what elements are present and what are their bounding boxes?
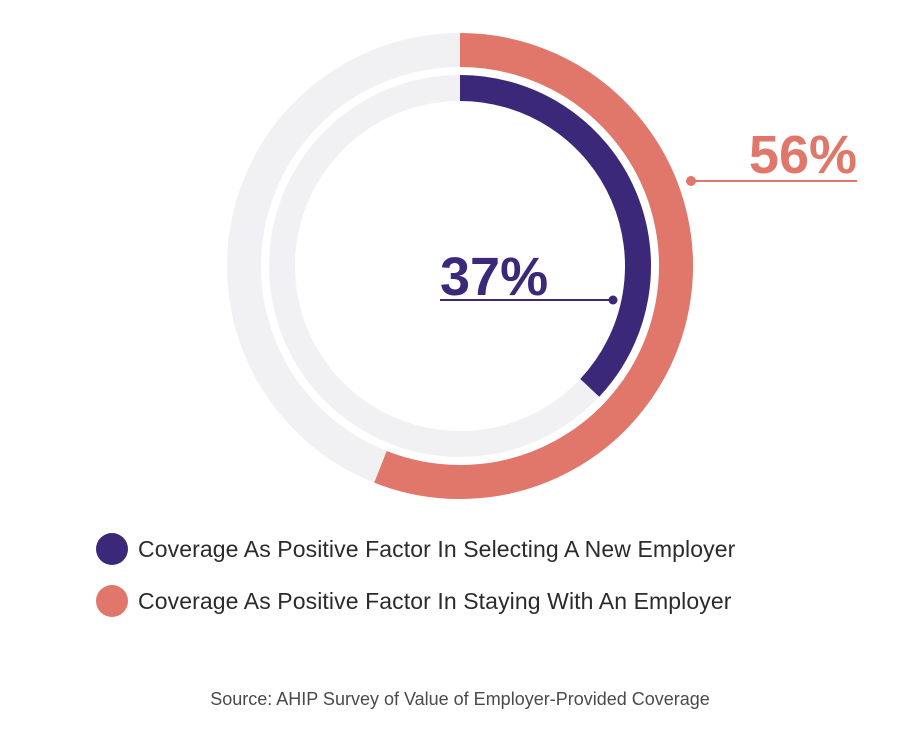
arc-selecting-new-employer (459, 75, 651, 397)
radial-donut-chart: 56% 37% (227, 33, 857, 499)
legend-swatch-staying (96, 585, 128, 617)
value-label-56: 56% (749, 125, 857, 185)
legend-label-staying: Coverage As Positive Factor In Staying W… (138, 587, 732, 614)
source-note: Source: AHIP Survey of Value of Employer… (210, 689, 710, 709)
legend-item-staying: Coverage As Positive Factor In Staying W… (96, 582, 735, 620)
arc-staying-with-employer (374, 33, 693, 499)
value-label-37: 37% (440, 247, 548, 307)
legend-swatch-selecting (96, 533, 128, 565)
legend: Coverage As Positive Factor In Selecting… (96, 530, 735, 634)
legend-label-selecting: Coverage As Positive Factor In Selecting… (138, 535, 736, 562)
leader-dot-56 (686, 176, 696, 186)
legend-item-selecting: Coverage As Positive Factor In Selecting… (96, 530, 735, 568)
leader-dot-37 (608, 295, 618, 305)
